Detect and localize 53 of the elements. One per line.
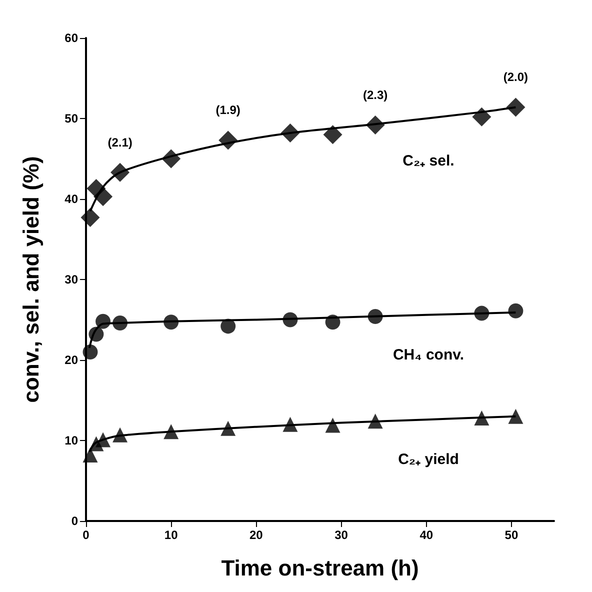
x-tick-label: 0 <box>82 528 90 542</box>
point <box>368 414 383 429</box>
annotation: (2.0) <box>503 70 528 84</box>
x-tick-label: 30 <box>334 528 348 542</box>
point <box>110 162 130 182</box>
y-tick-label: 60 <box>64 31 78 45</box>
text: C₂₊ sel. <box>402 152 454 170</box>
x-tick-label: 10 <box>164 528 178 542</box>
point <box>220 420 236 436</box>
y-axis-title: conv., sel. and yield (%) <box>18 156 44 403</box>
point <box>282 312 298 328</box>
series-label: CH₄ conv. <box>392 346 464 364</box>
point <box>164 314 179 330</box>
point <box>366 115 385 134</box>
y-tick-label: 10 <box>64 434 78 448</box>
point <box>474 306 490 321</box>
point <box>368 309 383 324</box>
y-tick-label: 0 <box>71 514 78 528</box>
annotation: (2.1) <box>108 135 132 150</box>
point <box>82 447 98 462</box>
point <box>508 303 524 318</box>
y-tick-label: 30 <box>64 272 78 286</box>
point <box>282 416 298 432</box>
point <box>162 149 181 168</box>
point <box>220 318 236 334</box>
annotation: (1.9) <box>216 103 240 118</box>
x-tick-label: 40 <box>420 528 434 542</box>
point <box>94 187 113 206</box>
point <box>508 408 524 424</box>
point <box>323 125 342 144</box>
point <box>96 432 111 448</box>
y-tick-label: 40 <box>64 192 78 206</box>
point <box>280 123 300 142</box>
y-tick-label: 20 <box>64 353 78 367</box>
y-tick-label: 50 <box>64 112 78 126</box>
series-label: C₂₊ yield <box>398 451 459 468</box>
x-tick-label: 50 <box>504 528 518 542</box>
point <box>474 410 490 426</box>
point <box>218 130 238 150</box>
point <box>96 314 111 329</box>
point <box>80 208 100 228</box>
point <box>325 418 340 433</box>
x-axis-title: Time on-stream (h) <box>221 556 419 580</box>
point <box>472 107 492 126</box>
point <box>112 315 128 330</box>
point <box>164 424 179 440</box>
annotation: (2.3) <box>362 88 388 102</box>
point <box>506 98 526 117</box>
point <box>325 314 340 330</box>
point <box>88 326 104 342</box>
point <box>82 344 98 360</box>
point <box>112 427 128 442</box>
x-tick-label: 20 <box>250 528 264 542</box>
